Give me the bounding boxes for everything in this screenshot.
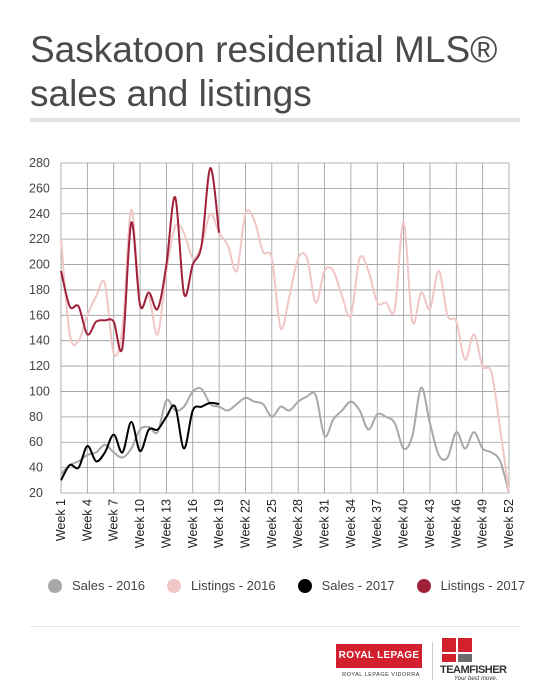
y-tick-label: 120 — [29, 359, 50, 373]
y-tick-label: 40 — [29, 461, 43, 475]
legend-dot-sales-2017 — [297, 578, 312, 593]
legend-dot-listings-2016 — [167, 578, 181, 593]
legend-dot-listings-2017 — [416, 578, 431, 593]
y-tick-label: 140 — [29, 334, 50, 348]
legend-item-sales-2017: Sales - 2017 — [297, 578, 395, 593]
series-line-listings-2017 — [60, 167, 221, 352]
x-tick-label: Week 49 — [476, 499, 490, 548]
footer-divider — [30, 626, 520, 627]
title-line-1: Saskatoon residential MLS® — [30, 29, 498, 70]
y-axis-labels: 20 40 60 80 100 120 140 160 180 200 220 240 260 280 — [29, 156, 50, 500]
x-tick-label: Week 31 — [318, 499, 332, 548]
royal-lepage-logo: ROYAL LEPAGE — [336, 644, 422, 668]
x-tick-label: Week 7 — [107, 499, 121, 541]
x-tick-label: Week 52 — [502, 499, 516, 548]
y-tick-label: 280 — [29, 156, 50, 170]
y-tick-label: 200 — [29, 258, 50, 272]
teamfisher-logo-text: TEAMFISHER — [440, 664, 507, 676]
chart-series — [60, 167, 510, 494]
x-tick-label: Week 10 — [133, 499, 147, 548]
x-tick-label: Week 46 — [449, 499, 463, 548]
y-tick-label: 160 — [29, 308, 50, 322]
chart-legend: Sales - 2016 Listings - 2016 Sales - 201… — [48, 578, 547, 593]
y-tick-label: 260 — [29, 181, 50, 195]
series-line-listings-2016 — [60, 208, 510, 494]
chart-grid — [60, 162, 510, 494]
y-tick-label: 100 — [29, 384, 50, 398]
y-tick-label: 220 — [29, 232, 50, 246]
teamfisher-tagline: Your best move. — [454, 676, 498, 682]
series-line-sales-2016 — [60, 386, 510, 494]
logos: ROYAL LEPAGE ROYAL LEPAGE VIDORRA TEAMFI… — [336, 638, 520, 686]
legend-label-sales-2016: Sales - 2016 — [72, 578, 145, 593]
logo-separator — [432, 642, 433, 680]
legend-dot-sales-2016 — [48, 578, 62, 593]
chart-title: Saskatoon residential MLS® sales and lis… — [30, 28, 530, 116]
series-line-sales-2017 — [60, 401, 220, 481]
royal-lepage-subtitle: ROYAL LEPAGE VIDORRA — [342, 672, 420, 678]
x-tick-label: Week 28 — [291, 499, 305, 548]
legend-item-listings-2016: Listings - 2016 — [167, 578, 276, 593]
y-tick-label: 60 — [29, 435, 43, 449]
x-tick-label: Week 43 — [423, 499, 437, 548]
y-tick-label: 80 — [29, 410, 43, 424]
x-axis-labels: Week 1 Week 4 Week 7 Week 10 Week 13 Week 16 W… — [54, 499, 516, 548]
line-chart: 20 40 60 80 100 120 140 160 180 200 220 240 260 280 W… — [29, 156, 516, 548]
legend-item-sales-2016: Sales - 2016 — [48, 578, 145, 593]
legend-label-sales-2017: Sales - 2017 — [321, 578, 395, 593]
x-tick-label: Week 40 — [397, 499, 411, 548]
title-line-2: sales and listings — [30, 73, 312, 114]
x-tick-label: Week 19 — [212, 499, 226, 548]
legend-label-listings-2017: Listings - 2017 — [440, 578, 526, 593]
x-tick-label: Week 1 — [54, 499, 68, 541]
legend-item-listings-2017: Listings - 2017 — [416, 578, 526, 593]
x-tick-label: Week 16 — [186, 499, 200, 548]
x-tick-label: Week 4 — [80, 499, 94, 541]
teamfisher-logo-icon — [442, 638, 478, 666]
x-tick-label: Week 34 — [344, 499, 358, 548]
legend-label-listings-2016: Listings - 2016 — [191, 578, 276, 593]
title-divider — [30, 118, 520, 122]
x-tick-label: Week 37 — [370, 499, 384, 548]
y-tick-label: 240 — [29, 207, 50, 221]
y-tick-label: 180 — [29, 283, 50, 297]
x-tick-label: Week 13 — [159, 499, 173, 548]
x-tick-label: Week 25 — [265, 499, 279, 548]
x-tick-label: Week 22 — [238, 499, 252, 548]
y-tick-label: 20 — [29, 486, 43, 500]
